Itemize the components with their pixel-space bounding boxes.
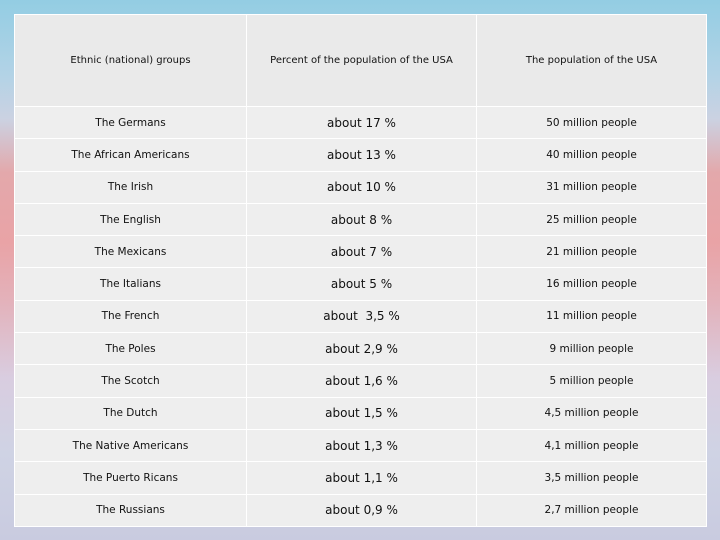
header-population: The population of the USA [476, 14, 707, 107]
group-cell: The Germans [14, 105, 247, 140]
group-cell: The Mexicans [14, 235, 247, 269]
table-row: The Italians about 5 % 16 million people [14, 267, 707, 301]
population-cell: 11 million people [476, 299, 707, 334]
percent-cell: about 10 % [246, 170, 477, 204]
table-row: The African Americans about 13 % 40 mill… [14, 138, 707, 172]
group-cell: The Dutch [14, 396, 247, 430]
percent-cell: about 1,3 % [246, 428, 477, 463]
group-cell: The Poles [14, 332, 247, 366]
group-cell: The French [14, 299, 247, 334]
group-cell: The Russians [14, 493, 247, 527]
table-row: The Russians about 0,9 % 2,7 million peo… [14, 493, 707, 527]
table-header-row: Ethnic (national) groups Percent of the … [14, 14, 707, 107]
population-cell: 4,1 million people [476, 428, 707, 463]
group-cell: The African Americans [14, 138, 247, 172]
table-row: The Dutch about 1,5 % 4,5 million people [14, 396, 707, 430]
group-cell: The Puerto Ricans [14, 461, 247, 495]
percent-cell: about 17 % [246, 105, 477, 140]
group-cell: The Italians [14, 267, 247, 301]
group-cell: The English [14, 202, 247, 237]
population-cell: 40 million people [476, 138, 707, 172]
ethnic-groups-table: Ethnic (national) groups Percent of the … [14, 14, 707, 527]
table-row: The Scotch about 1,6 % 5 million people [14, 364, 707, 398]
percent-cell: about 1,5 % [246, 396, 477, 430]
percent-cell: about 1,1 % [246, 461, 477, 495]
slide: Ethnic (national) groups Percent of the … [14, 14, 707, 527]
percent-cell: about 0,9 % [246, 493, 477, 527]
group-cell: The Scotch [14, 364, 247, 398]
percent-cell: about 7 % [246, 235, 477, 269]
percent-cell: about 13 % [246, 138, 477, 172]
population-cell: 5 million people [476, 364, 707, 398]
population-cell: 21 million people [476, 235, 707, 269]
group-cell: The Native Americans [14, 428, 247, 463]
group-cell: The Irish [14, 170, 247, 204]
table-row: The French about 3,5 % 11 million people [14, 299, 707, 334]
table-row: The English about 8 % 25 million people [14, 202, 707, 237]
table-row: The Puerto Ricans about 1,1 % 3,5 millio… [14, 461, 707, 495]
population-cell: 50 million people [476, 105, 707, 140]
percent-cell: about 5 % [246, 267, 477, 301]
population-cell: 31 million people [476, 170, 707, 204]
population-cell: 4,5 million people [476, 396, 707, 430]
table-row: The Poles about 2,9 % 9 million people [14, 332, 707, 366]
table-row: The Irish about 10 % 31 million people [14, 170, 707, 204]
table-row: The Native Americans about 1,3 % 4,1 mil… [14, 428, 707, 463]
population-cell: 2,7 million people [476, 493, 707, 527]
population-cell: 16 million people [476, 267, 707, 301]
header-percent: Percent of the population of the USA [246, 14, 477, 107]
population-cell: 3,5 million people [476, 461, 707, 495]
percent-cell: about 2,9 % [246, 332, 477, 366]
population-cell: 9 million people [476, 332, 707, 366]
percent-cell: about 8 % [246, 202, 477, 237]
header-ethnic-groups: Ethnic (national) groups [14, 14, 247, 107]
table-row: The Germans about 17 % 50 million people [14, 105, 707, 140]
table-row: The Mexicans about 7 % 21 million people [14, 235, 707, 269]
population-cell: 25 million people [476, 202, 707, 237]
percent-cell: about 3,5 % [246, 299, 477, 334]
percent-cell: about 1,6 % [246, 364, 477, 398]
